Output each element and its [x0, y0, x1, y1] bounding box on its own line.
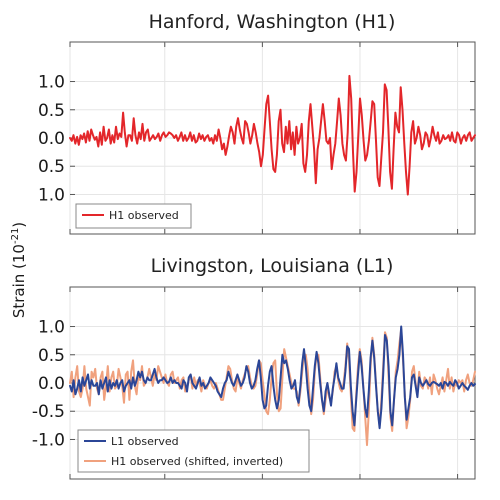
- y-tick-label: -1.0: [32, 430, 65, 450]
- x-ticks-group: [69, 287, 459, 479]
- y-tick-label: 0.0: [38, 129, 65, 149]
- panel-livingston: Livingston, Louisiana (L1) 1.0 0.5 0.0 -0.5…: [32, 255, 476, 480]
- legend-box: [77, 429, 310, 473]
- grid-group: [69, 42, 475, 234]
- legend: H1 observed: [75, 203, 192, 229]
- figure-y-axis-label: Strain (10-21): [10, 222, 28, 318]
- y-tick-label: 0.5: [38, 157, 65, 177]
- y-tick-label: 1.0: [38, 73, 65, 93]
- y-tick-label: 0.5: [38, 101, 65, 121]
- series-group: [69, 325, 476, 447]
- y-tick-label: -0.5: [32, 402, 65, 422]
- legend-label-l1-observed: L1 observed: [111, 435, 179, 448]
- legend-label-h1-observed: H1 observed: [109, 209, 179, 222]
- y-tick-label: 0.5: [38, 346, 65, 366]
- series-line-l1-observed: [69, 325, 476, 430]
- y-tick-label: 1.0: [38, 185, 65, 205]
- y-ticks-group: 1.0 0.5 0.0 -0.5 -1.0: [32, 318, 475, 450]
- x-ticks-group: [69, 42, 459, 234]
- series-group: [69, 74, 476, 196]
- chart-title: Livingston, Louisiana (L1): [151, 255, 394, 277]
- y-tick-label: 0.0: [38, 374, 65, 394]
- chart-title: Hanford, Washington (H1): [149, 11, 396, 33]
- y-tick-label: 1.0: [38, 318, 65, 338]
- legend-box: [75, 203, 192, 229]
- legend-label-h1-shifted-inverted: H1 observed (shifted, inverted): [111, 455, 283, 468]
- legend: L1 observed H1 observed (shifted, invert…: [77, 429, 310, 473]
- series-line-h1-observed: [69, 74, 476, 196]
- panel-hanford: Hanford, Washington (H1) 1.0 0.5 0.0 0.5 1.0…: [38, 11, 476, 235]
